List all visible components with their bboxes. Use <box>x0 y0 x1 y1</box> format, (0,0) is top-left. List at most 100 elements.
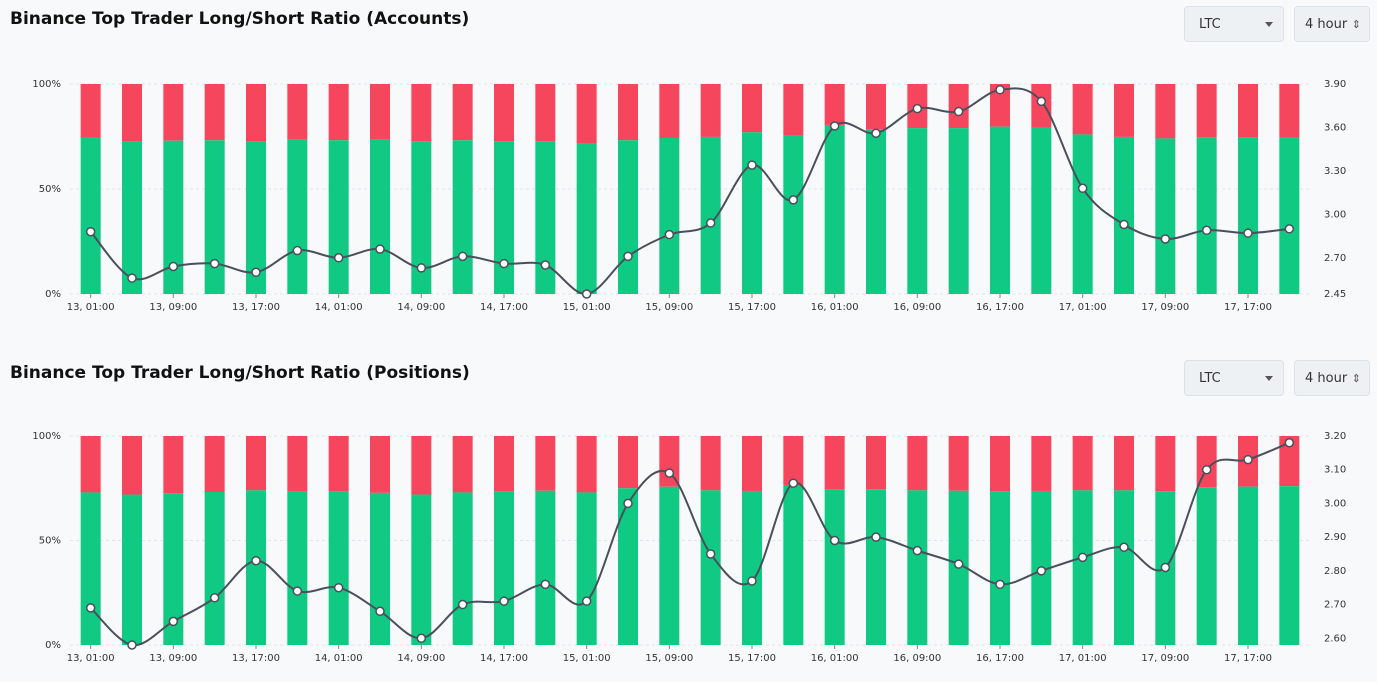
short-bar[interactable] <box>494 436 514 492</box>
short-bar[interactable] <box>328 436 349 492</box>
long-bar[interactable] <box>659 137 680 294</box>
ratio-point[interactable] <box>1243 454 1253 465</box>
ratio-point[interactable] <box>127 640 137 650</box>
short-bar[interactable] <box>1114 84 1134 137</box>
ratio-point[interactable] <box>251 267 261 278</box>
short-bar[interactable] <box>163 84 184 141</box>
long-bar[interactable] <box>990 126 1010 294</box>
ratio-point[interactable] <box>1284 437 1295 448</box>
short-bar[interactable] <box>700 84 721 137</box>
ratio-point[interactable] <box>664 229 675 240</box>
short-bar[interactable] <box>1279 84 1300 138</box>
short-bar[interactable] <box>1155 84 1176 139</box>
ratio-point[interactable] <box>1119 219 1129 230</box>
long-bar[interactable] <box>990 491 1010 645</box>
long-bar[interactable] <box>411 494 432 645</box>
accounts-interval-select[interactable]: 4 hour ⇕ <box>1294 6 1370 42</box>
ratio-point[interactable] <box>581 289 592 299</box>
short-bar[interactable] <box>452 84 473 141</box>
ratio-point[interactable] <box>829 121 840 131</box>
long-bar[interactable] <box>783 485 804 645</box>
ratio-point[interactable] <box>1201 464 1212 475</box>
positions-asset-select[interactable]: LTC <box>1184 360 1284 396</box>
ratio-point[interactable] <box>953 106 964 117</box>
ratio-point[interactable] <box>292 586 303 596</box>
ratio-point[interactable] <box>333 582 344 593</box>
short-bar[interactable] <box>948 84 969 129</box>
long-bar[interactable] <box>907 128 928 294</box>
short-bar[interactable] <box>411 436 432 495</box>
long-bar[interactable] <box>163 140 184 294</box>
short-bar[interactable] <box>618 84 638 141</box>
ratio-point[interactable] <box>1077 183 1088 194</box>
long-bar[interactable] <box>246 141 266 294</box>
ratio-point[interactable] <box>788 195 799 205</box>
long-bar[interactable] <box>866 489 886 645</box>
long-bar[interactable] <box>163 493 184 645</box>
short-bar[interactable] <box>1279 436 1300 487</box>
ratio-point[interactable] <box>168 261 179 272</box>
short-bar[interactable] <box>246 84 266 142</box>
ratio-point[interactable] <box>457 599 468 610</box>
ratio-point[interactable] <box>457 251 468 262</box>
long-bar[interactable] <box>576 492 597 645</box>
short-bar[interactable] <box>742 436 762 491</box>
long-bar[interactable] <box>742 490 762 645</box>
short-bar[interactable] <box>1072 436 1093 491</box>
short-bar[interactable] <box>700 436 721 491</box>
ratio-point[interactable] <box>788 478 799 488</box>
short-bar[interactable] <box>411 84 432 142</box>
ratio-point[interactable] <box>1160 562 1171 573</box>
long-bar[interactable] <box>1196 137 1217 294</box>
ratio-point[interactable] <box>829 535 840 546</box>
ratio-point[interactable] <box>747 576 757 586</box>
long-bar[interactable] <box>204 492 225 645</box>
long-bar[interactable] <box>1238 137 1258 294</box>
ratio-point[interactable] <box>209 258 220 269</box>
short-bar[interactable] <box>783 436 804 486</box>
short-bar[interactable] <box>576 84 597 144</box>
long-bar[interactable] <box>700 490 721 645</box>
ratio-point[interactable] <box>1119 542 1129 552</box>
long-bar[interactable] <box>824 124 845 294</box>
long-bar[interactable] <box>618 488 638 645</box>
long-bar[interactable] <box>824 489 845 645</box>
ratio-point[interactable] <box>540 579 551 590</box>
long-bar[interactable] <box>328 140 349 294</box>
ratio-point[interactable] <box>292 245 303 256</box>
short-bar[interactable] <box>990 436 1010 492</box>
long-bar[interactable] <box>246 490 266 645</box>
short-bar[interactable] <box>122 436 142 495</box>
short-bar[interactable] <box>576 436 597 493</box>
short-bar[interactable] <box>1196 84 1217 138</box>
long-bar[interactable] <box>494 141 514 294</box>
short-bar[interactable] <box>742 84 762 133</box>
short-bar[interactable] <box>1155 436 1176 492</box>
ratio-point[interactable] <box>705 218 716 228</box>
long-bar[interactable] <box>370 492 390 645</box>
short-bar[interactable] <box>80 84 101 138</box>
ratio-point[interactable] <box>995 85 1005 95</box>
short-bar[interactable] <box>535 84 556 142</box>
long-bar[interactable] <box>866 129 886 294</box>
short-bar[interactable] <box>163 436 184 494</box>
ratio-point[interactable] <box>871 128 881 138</box>
ratio-point[interactable] <box>1160 234 1171 244</box>
short-bar[interactable] <box>370 84 390 140</box>
long-bar[interactable] <box>659 486 680 645</box>
long-bar[interactable] <box>535 490 556 645</box>
long-bar[interactable] <box>122 494 142 645</box>
long-bar[interactable] <box>907 490 928 645</box>
long-bar[interactable] <box>1114 490 1134 645</box>
long-bar[interactable] <box>1238 486 1258 645</box>
ratio-point[interactable] <box>912 545 923 556</box>
long-bar[interactable] <box>618 140 638 294</box>
long-bar[interactable] <box>1196 487 1217 645</box>
ratio-point[interactable] <box>1243 228 1253 238</box>
short-bar[interactable] <box>1114 436 1134 491</box>
long-bar[interactable] <box>783 135 804 294</box>
ratio-point[interactable] <box>581 596 592 606</box>
short-bar[interactable] <box>328 84 349 141</box>
short-bar[interactable] <box>370 436 390 493</box>
long-bar[interactable] <box>80 137 101 294</box>
